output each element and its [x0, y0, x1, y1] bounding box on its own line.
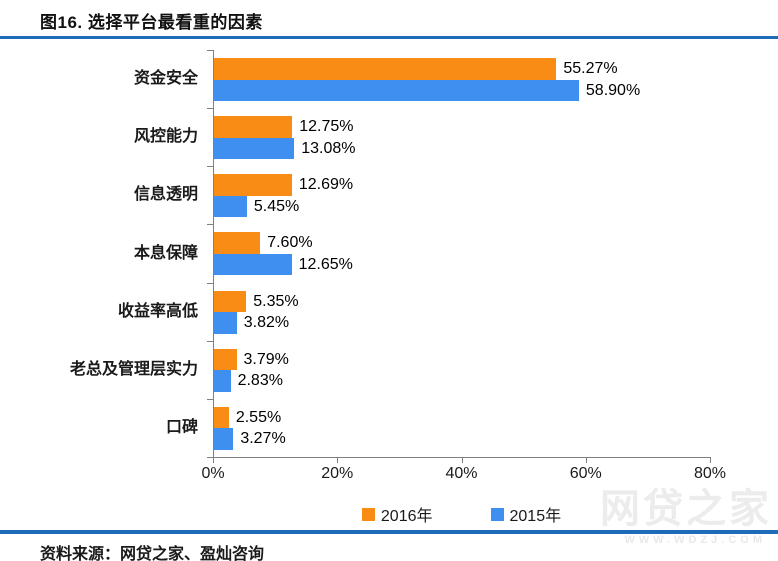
legend-item: 2015年	[490, 502, 562, 526]
category-label: 资金安全	[133, 70, 198, 88]
bar-segment	[213, 79, 579, 101]
category-label: 信息透明	[133, 186, 198, 204]
bar-segment	[213, 137, 295, 160]
value-label: 5.35%	[253, 292, 299, 310]
x-tick-label: 40%	[445, 465, 478, 482]
category-label: 老总及管理层实力	[69, 360, 198, 378]
chart-legend: 2016年 2015年	[213, 502, 710, 526]
watermark-logo-text: 网贷之家	[600, 487, 772, 531]
value-label: 55.27%	[563, 60, 618, 77]
bar-segment	[213, 290, 247, 313]
value-label: 12.75%	[299, 118, 354, 136]
bar-segment	[213, 195, 247, 218]
x-axis-tick	[710, 457, 711, 463]
bar-segment	[213, 253, 292, 276]
value-label: 3.27%	[240, 430, 286, 448]
bar-segment	[213, 312, 237, 334]
y-axis-tick	[207, 224, 213, 226]
x-axis-tick	[461, 457, 463, 463]
figure-title: 图16. 选择平台最看重的因素	[40, 13, 263, 32]
value-label: 12.65%	[298, 255, 353, 273]
y-axis-line	[213, 50, 214, 457]
category-label: 口碑	[165, 418, 198, 436]
legend-swatch	[490, 508, 504, 521]
value-label: 3.82%	[243, 314, 290, 332]
watermark-url-text: WWW.WDZJ.COM	[624, 534, 766, 546]
value-label: 12.69%	[298, 176, 354, 194]
x-axis-tick	[213, 457, 214, 463]
source-note: 资料来源：网贷之家、盈灿咨询	[40, 546, 265, 561]
y-axis-tick	[207, 50, 213, 51]
y-axis-tick	[207, 457, 213, 458]
watermark: 网贷之家 WWW.WDZJ.COM	[600, 486, 772, 546]
bar-segment	[213, 370, 231, 392]
value-label: 58.90%	[585, 81, 641, 99]
category-label: 收益率高低	[117, 302, 198, 320]
bar-segment	[213, 174, 292, 196]
bar-segment	[213, 232, 261, 254]
legend-label: 2015年	[509, 508, 562, 525]
value-label: 3.79%	[243, 350, 289, 368]
bottom-divider-line	[0, 530, 778, 534]
value-label: 7.60%	[267, 234, 313, 252]
legend-item: 2016年	[361, 502, 433, 526]
y-axis-tick	[207, 282, 213, 284]
y-axis-tick	[207, 108, 213, 110]
x-tick-label: 80%	[693, 465, 727, 482]
value-label: 13.08%	[301, 139, 356, 157]
x-axis-tick	[585, 457, 587, 463]
x-tick-label: 20%	[321, 465, 354, 482]
category-label: 本息保障	[133, 244, 198, 262]
x-axis-tick	[337, 457, 339, 463]
bar-segment	[213, 428, 234, 450]
x-tick-label: 60%	[569, 465, 602, 482]
top-divider-line	[0, 36, 778, 39]
category-label: 风控能力	[133, 128, 198, 146]
value-label: 2.83%	[237, 372, 283, 390]
bar-segment	[213, 348, 237, 371]
bar-segment	[213, 406, 229, 429]
x-tick-label: 0%	[201, 465, 225, 482]
bar-segment	[213, 58, 557, 80]
y-axis-tick	[207, 166, 213, 168]
value-label: 5.45%	[253, 197, 300, 215]
legend-swatch	[361, 508, 375, 521]
y-axis-tick	[207, 398, 213, 400]
bar-segment	[213, 116, 293, 138]
value-label: 2.55%	[235, 408, 282, 426]
y-axis-tick	[207, 340, 213, 342]
legend-label: 2016年	[380, 508, 433, 525]
